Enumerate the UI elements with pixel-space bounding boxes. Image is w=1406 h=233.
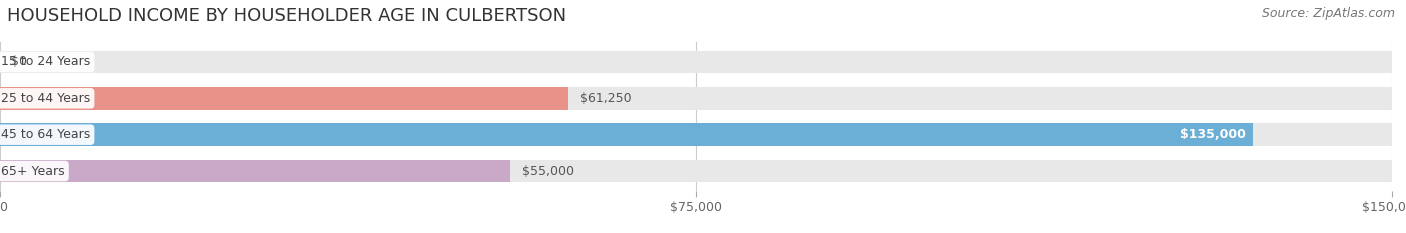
Text: 25 to 44 Years: 25 to 44 Years — [1, 92, 90, 105]
Text: $61,250: $61,250 — [579, 92, 631, 105]
Text: 15 to 24 Years: 15 to 24 Years — [1, 55, 90, 69]
Bar — [0, 160, 1392, 182]
Text: HOUSEHOLD INCOME BY HOUSEHOLDER AGE IN CULBERTSON: HOUSEHOLD INCOME BY HOUSEHOLDER AGE IN C… — [7, 7, 567, 25]
Text: $55,000: $55,000 — [522, 164, 574, 178]
Text: 45 to 64 Years: 45 to 64 Years — [1, 128, 90, 141]
Bar — [0, 123, 1253, 146]
Text: $0: $0 — [11, 55, 27, 69]
Text: 65+ Years: 65+ Years — [1, 164, 65, 178]
Bar — [0, 123, 1392, 146]
Bar — [0, 51, 1392, 73]
Bar — [0, 87, 1392, 110]
Text: $135,000: $135,000 — [1180, 128, 1246, 141]
Bar — [0, 87, 568, 110]
Bar — [0, 160, 510, 182]
Text: Source: ZipAtlas.com: Source: ZipAtlas.com — [1261, 7, 1395, 20]
